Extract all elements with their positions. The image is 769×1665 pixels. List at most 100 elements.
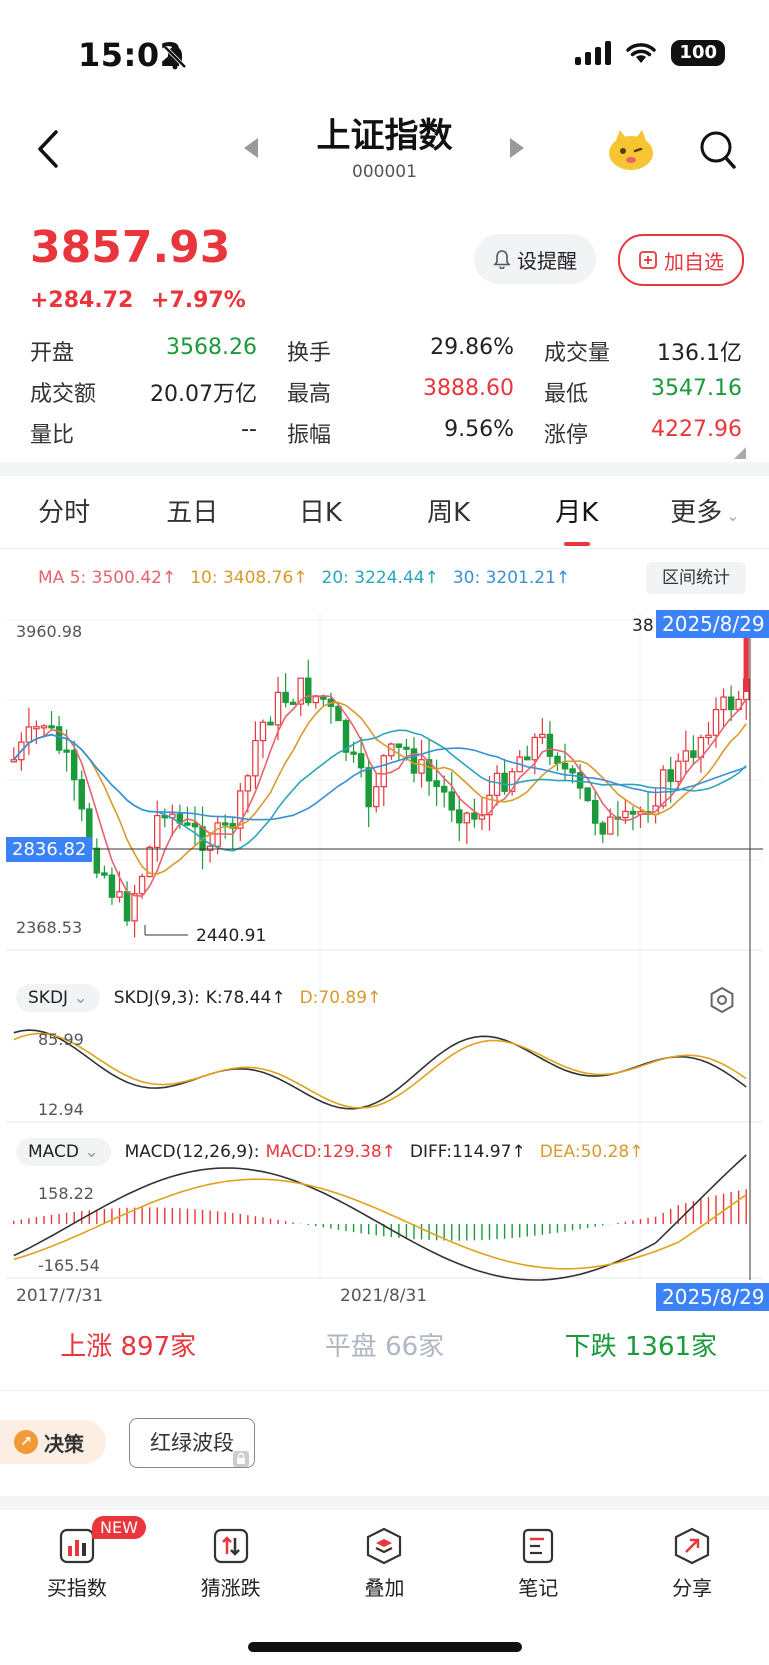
skdj-selector-label: SKDJ	[28, 988, 69, 1008]
macd-selector[interactable]: MACD ⌄	[16, 1138, 111, 1166]
breadth-up-label: 上涨	[60, 1332, 113, 1362]
candle-last	[743, 632, 749, 692]
candle-body	[456, 809, 463, 824]
nav-label: 买指数	[46, 1576, 107, 1600]
tab-weekly-k[interactable]: 周K	[427, 498, 471, 528]
macd-header: MACD ⌄ MACD(12,26,9): MACD:129.38↑ DIFF:…	[16, 1138, 644, 1166]
search-icon	[700, 131, 736, 169]
candle-body	[48, 725, 55, 729]
tab-monthly-k[interactable]: 月K	[513, 478, 641, 548]
tab-more[interactable]: 更多 ⌄	[641, 478, 769, 548]
candle-body	[599, 822, 606, 835]
candle-body	[682, 750, 690, 762]
candle-body	[675, 760, 682, 783]
nav-guess[interactable]: 猜涨跌	[154, 1512, 308, 1622]
nav-share[interactable]: 分享	[615, 1512, 769, 1622]
nav-notes[interactable]: 笔记	[461, 1512, 615, 1622]
nav-buy-index[interactable]: 买指数 NEW	[0, 1512, 154, 1622]
chevron-down-icon: ⌄	[726, 506, 740, 525]
expand-corner-icon[interactable]	[734, 444, 746, 463]
price-change: +284.72 +7.97%	[30, 288, 246, 313]
candle-body	[206, 845, 214, 851]
stat-open: 开盘 3568.26	[30, 335, 287, 367]
macd-panel	[13, 1154, 747, 1281]
skdj-selector[interactable]: SKDJ ⌄	[16, 984, 100, 1012]
plus-box-icon	[639, 251, 657, 269]
candle-body	[25, 726, 33, 743]
kline-chart[interactable]	[0, 600, 769, 1300]
stat-high: 最高 3888.60	[287, 376, 544, 408]
skdj-min-label: 12.94	[38, 1100, 84, 1119]
candle-body	[63, 749, 70, 753]
stat-volume: 成交量 136.1亿	[544, 335, 742, 367]
stats-row: 成交额 20.07万亿 最高 3888.60 最低 3547.16	[30, 371, 742, 412]
candle-body	[667, 769, 674, 783]
candle-body	[335, 705, 342, 722]
tab-five-day[interactable]: 五日	[166, 498, 219, 528]
tab-daily-k[interactable]: 日K	[298, 498, 342, 528]
candle-body	[101, 872, 108, 876]
market-breadth: 上涨 897家 平盘 66家 下跌 1361家	[0, 1326, 769, 1363]
candle-body	[78, 779, 85, 810]
skdj-k: K:78.44↑	[205, 988, 286, 1008]
nav-overlay[interactable]: 叠加	[308, 1512, 462, 1622]
nav-label: 分享	[672, 1576, 713, 1600]
mascot-icon[interactable]	[606, 126, 656, 172]
next-stock-arrow[interactable]	[510, 138, 524, 158]
stat-label: 成交量	[544, 340, 611, 366]
tab-intraday[interactable]: 分时	[38, 498, 91, 528]
candle-body	[403, 746, 410, 750]
ma30-value: 30: 3201.21↑	[452, 568, 571, 588]
prev-stock-arrow[interactable]	[244, 138, 258, 158]
status-indicators: 100	[575, 40, 725, 66]
back-chevron-icon	[38, 130, 58, 168]
candle-body	[33, 726, 40, 730]
range-stats-button[interactable]: 区间统计	[646, 562, 746, 594]
candle-body	[493, 772, 501, 796]
settings-gear-icon[interactable]	[708, 986, 736, 1014]
trend-icon: ↗	[14, 1430, 38, 1454]
set-alert-button[interactable]: 设提醒	[474, 234, 596, 284]
new-badge: NEW	[92, 1516, 146, 1539]
add-watchlist-button[interactable]: 加自选	[618, 234, 744, 286]
candle-body	[448, 791, 455, 811]
set-alert-label: 设提醒	[517, 248, 577, 273]
candle-body	[380, 755, 388, 788]
candles	[10, 632, 750, 938]
stats-row: 开盘 3568.26 换手 29.86% 成交量 136.1亿	[30, 330, 742, 371]
stat-value: 4227.96	[651, 416, 742, 442]
skdj-panel	[13, 1029, 747, 1110]
candle-body	[576, 772, 584, 789]
back-button[interactable]	[30, 124, 70, 174]
crosshair-price: 2836.82	[6, 837, 93, 862]
candle-body	[546, 733, 554, 757]
stat-label: 涨停	[544, 422, 589, 448]
stat-value: 3568.26	[166, 334, 257, 360]
high-marker-label: 38	[632, 616, 654, 636]
candle-body	[531, 736, 539, 761]
skdj-header: SKDJ ⌄ SKDJ(9,3): K:78.44↑ D:70.89↑	[16, 984, 381, 1012]
chart-grid	[6, 610, 763, 1280]
macd-dea-line	[13, 1178, 747, 1270]
red-green-wave-button[interactable]: 红绿波段	[129, 1418, 255, 1468]
page-title: 上证指数	[316, 116, 453, 156]
candle-body	[501, 772, 508, 792]
x-axis-mid-date: 2021/8/31	[340, 1286, 428, 1306]
bottom-nav: 买指数 NEW 猜涨跌 叠加 笔记 分享	[0, 1512, 769, 1622]
candle-body	[191, 822, 199, 828]
candle-body	[395, 743, 403, 748]
candle-body	[70, 749, 78, 781]
candle-body	[252, 739, 259, 777]
macd-diff: DIFF:114.97↑	[409, 1142, 526, 1162]
nav-label: 叠加	[364, 1576, 405, 1600]
macd-params: MACD(12,26,9):	[124, 1142, 260, 1162]
stat-value: 136.1亿	[657, 340, 742, 366]
stat-value: 3547.16	[651, 375, 742, 401]
search-button[interactable]	[698, 128, 738, 172]
candle-body	[123, 891, 131, 922]
breadth-flat-count: 66家	[385, 1332, 445, 1362]
stat-limit-up: 涨停 4227.96	[544, 417, 742, 449]
decision-button[interactable]: ↗ 决策	[0, 1420, 106, 1464]
x-axis-start-date: 2017/7/31	[16, 1286, 104, 1306]
stat-turnover: 换手 29.86%	[287, 335, 544, 367]
